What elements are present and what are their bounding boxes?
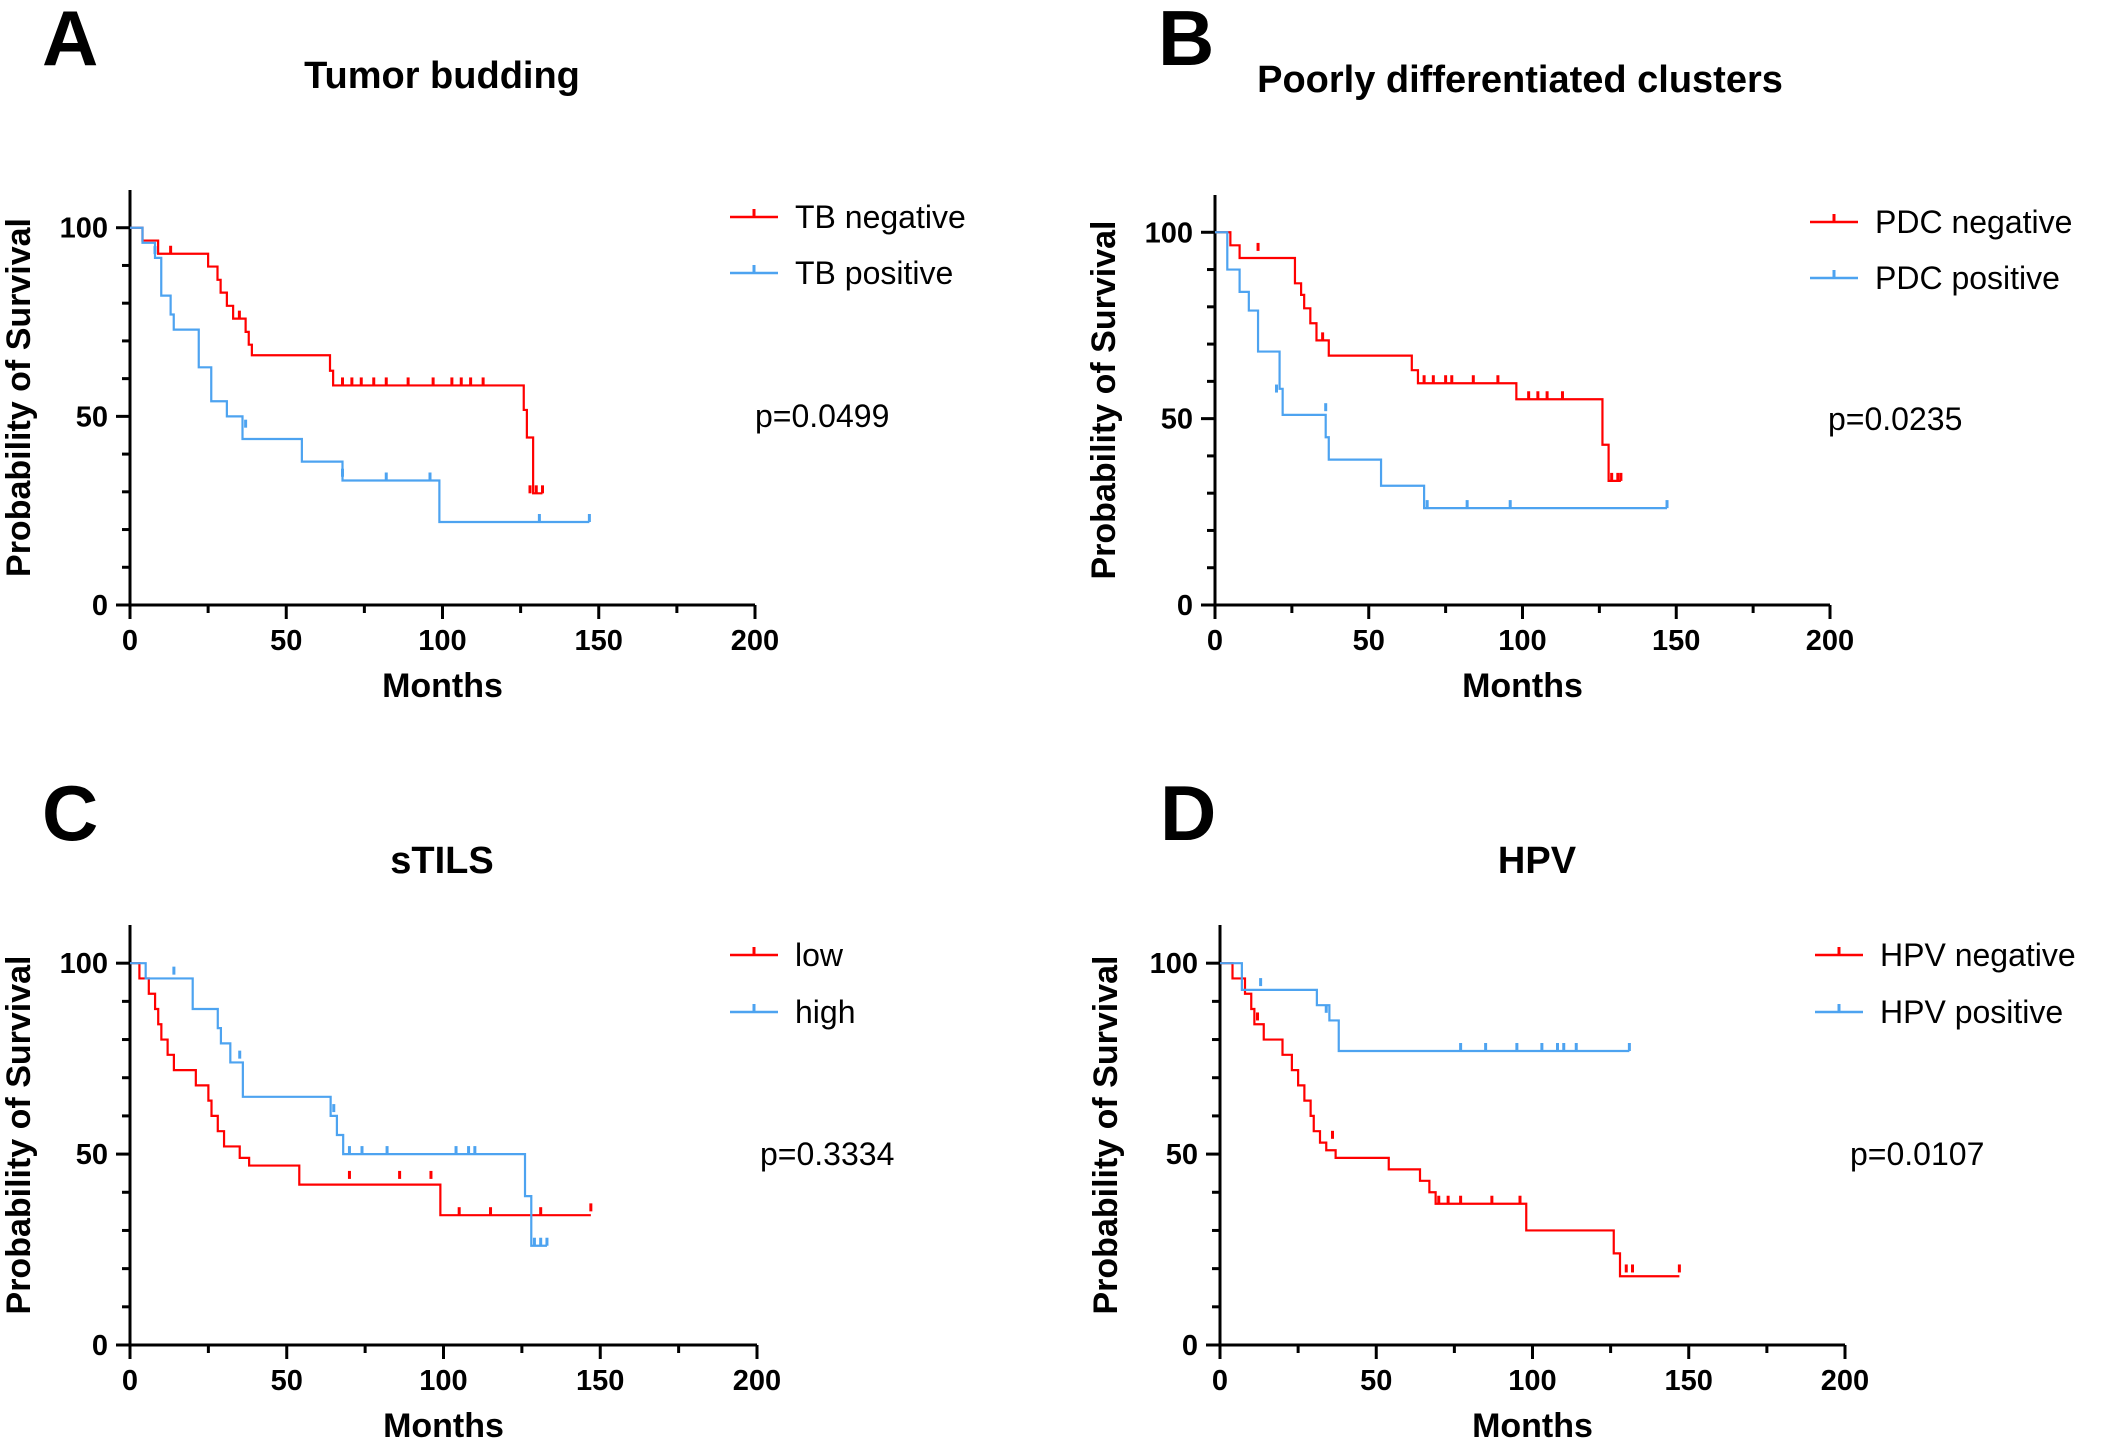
x-tick-label: 0 [1212,1365,1228,1397]
legend-item: TB negative [730,199,966,235]
legend-label: PDC positive [1875,260,2060,296]
y-tick-label: 0 [1182,1330,1198,1362]
x-tick-label: 150 [576,1365,624,1397]
x-tick-label: 100 [418,625,466,657]
x-tick-label: 200 [733,1365,781,1397]
p-value-label: p=0.0107 [1850,1136,1984,1172]
survival-curve-red [130,226,543,495]
legend-label: high [795,994,856,1030]
y-tick-label: 100 [60,213,108,245]
x-tick-label: 150 [575,625,623,657]
legend-label: TB positive [795,255,953,291]
y-tick-label: 0 [92,1330,108,1362]
p-value-label: p=0.0235 [1828,401,1962,437]
x-tick-label: 50 [1353,625,1385,657]
panel-letter: C [42,769,98,857]
km-panel-a: A Tumor budding 0 50 100 150 200 0 50 100 Months Pr… [0,0,966,705]
x-tick-label: 50 [270,625,302,657]
legend-item: high [730,994,856,1030]
chart-title: Poorly differentiated clusters [1257,59,1783,101]
y-axis-title: Probability of Survival [0,218,38,577]
x-tick-label: 150 [1652,625,1700,657]
x-tick-label: 50 [271,1365,303,1397]
x-tick-label: 0 [122,625,138,657]
legend-label: PDC negative [1875,204,2072,240]
x-axis-title: Months [1472,1407,1593,1445]
survival-curve-red [1215,231,1621,482]
y-tick-label: 0 [92,590,108,622]
panel-letter: D [1160,769,1216,857]
y-tick-label: 100 [1145,217,1193,249]
y-tick-label: 50 [76,401,108,433]
x-tick-label: 100 [419,1365,467,1397]
survival-curve-red [130,962,591,1217]
km-panel-b: B Poorly differentiated clusters 0 50 100 150… [1085,0,2072,705]
chart-title: Tumor budding [304,55,580,97]
y-tick-label: 50 [1161,404,1193,436]
x-axis-title: Months [1462,667,1583,705]
y-axis-title: Probability of Survival [1087,956,1125,1315]
y-tick-label: 100 [1150,948,1198,980]
x-tick-label: 200 [1806,625,1854,657]
km-panel-d: D HPV 0 50 100 150 200 0 50 100 Months Probability … [1087,769,2076,1445]
x-tick-label: 100 [1508,1365,1556,1397]
legend-label: low [795,937,844,973]
p-value-label: p=0.3334 [760,1136,894,1172]
y-tick-label: 100 [60,948,108,980]
x-tick-label: 200 [1821,1365,1869,1397]
survival-curve-blue [1215,231,1668,510]
x-tick-label: 100 [1498,625,1546,657]
legend-item: TB positive [730,255,953,291]
legend-label: TB negative [795,199,966,235]
y-axis-title: Probability of Survival [0,956,38,1315]
y-tick-label: 50 [1166,1139,1198,1171]
y-tick-label: 50 [76,1139,108,1171]
survival-curve-blue [130,962,547,1247]
survival-curve-blue [1220,962,1630,1053]
x-axis-title: Months [383,1407,504,1445]
x-tick-label: 0 [122,1365,138,1397]
legend-item: low [730,937,844,973]
legend-item: HPV positive [1815,994,2063,1030]
legend-label: HPV negative [1880,937,2076,973]
x-tick-label: 150 [1665,1365,1713,1397]
chart-title: HPV [1498,840,1577,882]
p-value-label: p=0.0499 [755,398,889,434]
survival-curve-blue [130,226,590,524]
x-tick-label: 50 [1360,1365,1392,1397]
survival-curve-red [1220,962,1680,1278]
x-tick-label: 200 [731,625,779,657]
legend-item: PDC negative [1810,204,2072,240]
chart-title: sTILS [390,840,493,882]
legend-item: HPV negative [1815,937,2076,973]
legend-item: PDC positive [1810,260,2060,296]
x-axis-title: Months [382,667,503,705]
panel-letter: A [42,0,98,82]
x-tick-label: 0 [1207,625,1223,657]
y-axis-title: Probability of Survival [1085,221,1123,580]
y-tick-label: 0 [1177,590,1193,622]
panel-letter: B [1158,0,1214,82]
legend-label: HPV positive [1880,994,2063,1030]
